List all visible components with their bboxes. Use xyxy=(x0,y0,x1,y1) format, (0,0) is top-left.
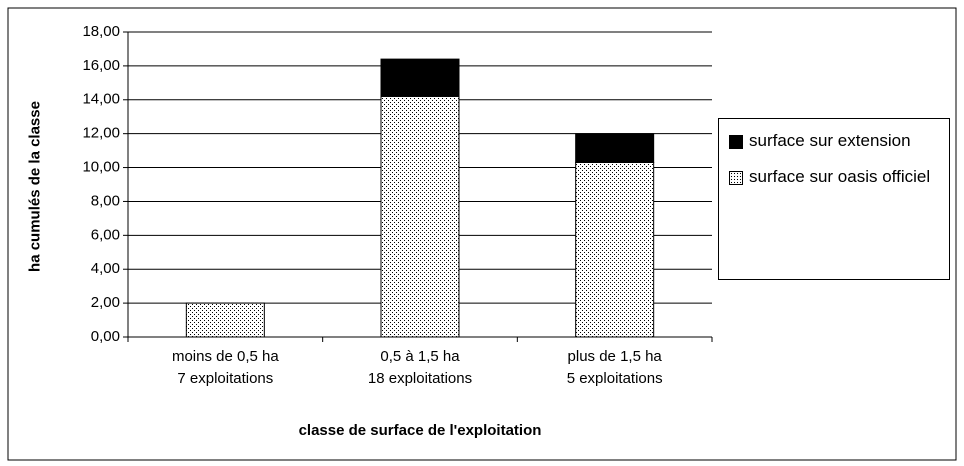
y-tick-label: 12,00 xyxy=(82,125,120,142)
legend-item: surface sur oasis officiel xyxy=(729,165,939,189)
x-tick-label: moins de 0,5 ha 7 exploitations xyxy=(171,348,279,387)
y-tick-label: 16,00 xyxy=(82,57,120,74)
bar-segment xyxy=(380,58,460,97)
y-tick-label: 6,00 xyxy=(91,226,120,243)
bar-segment xyxy=(380,95,460,338)
bar-segment xyxy=(575,161,655,338)
y-tick-label: 0,00 xyxy=(91,328,120,345)
bar-segment xyxy=(185,302,265,338)
x-tick-label: 0,5 à 1,5 ha 18 exploitations xyxy=(367,348,473,387)
y-tick-label: 14,00 xyxy=(82,91,120,108)
y-tick-label: 10,00 xyxy=(82,159,120,176)
legend: surface sur extension surface sur oasis o… xyxy=(718,118,950,280)
x-axis-title: classe de surface de l'exploitation xyxy=(298,422,542,439)
frame xyxy=(7,7,957,461)
y-tick-label: 4,00 xyxy=(91,260,120,277)
y-tick-label: 18,00 xyxy=(82,23,120,40)
y-axis-title: ha cumulés de la classe xyxy=(26,101,44,272)
y-tick-label: 8,00 xyxy=(91,192,120,209)
legend-swatch xyxy=(729,171,743,185)
x-tick-label: plus de 1,5 ha 5 exploitations xyxy=(566,348,663,387)
legend-item: surface sur extension xyxy=(729,129,939,153)
legend-label: surface sur extension xyxy=(749,131,911,150)
legend-label: surface sur oasis officiel xyxy=(749,167,931,186)
bar-segment xyxy=(575,133,655,163)
legend-swatch xyxy=(729,135,743,149)
y-tick-label: 2,00 xyxy=(91,294,120,311)
